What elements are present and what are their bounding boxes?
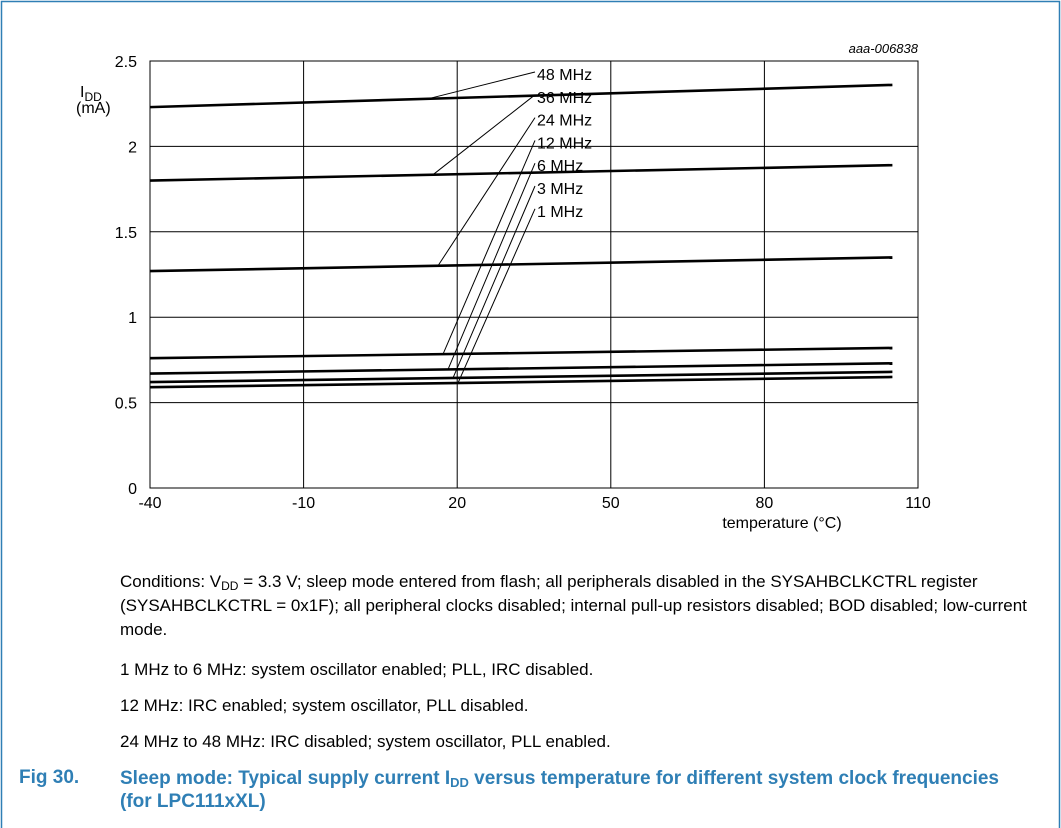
y-tick-label: 1.5 [115, 225, 137, 242]
series-line [149, 370, 893, 384]
x-tick-label: -40 [138, 495, 161, 512]
x-tick-label: 50 [602, 495, 620, 512]
leader-line [447, 163, 536, 370]
series-label: 6 MHz [537, 158, 583, 175]
leader-line [457, 208, 536, 384]
conditions-text: Conditions: VDD = 3.3 V; sleep mode ente… [120, 572, 1027, 639]
series-line [149, 362, 893, 375]
x-tick-label: 110 [905, 495, 931, 512]
leader-lines [427, 71, 536, 384]
series-line [149, 83, 893, 109]
grid [149, 60, 919, 489]
y-axis-label: IDD [80, 84, 102, 104]
x-tick-label: 20 [448, 495, 466, 512]
series-line [149, 346, 893, 360]
leader-line [437, 117, 536, 267]
x-tick-label: -10 [292, 495, 315, 512]
figure-code: aaa-006838 [849, 41, 919, 56]
y-tick-label: 0.5 [115, 396, 137, 413]
figure-caption: Sleep mode: Typical supply current IDD v… [120, 768, 999, 812]
leader-line [427, 71, 536, 100]
note-2: 12 MHz: IRC enabled; system oscillator, … [120, 696, 529, 715]
series-label: 12 MHz [537, 135, 592, 152]
y-axis-unit: (mA) [76, 100, 111, 117]
series-line [149, 256, 893, 273]
y-tick-label: 0 [128, 481, 137, 498]
series-label: 1 MHz [537, 204, 583, 221]
series-lines [149, 83, 893, 389]
tick-labels: -40 -10 20 50 80 110 0 0.5 1 1.5 2 2.5 [115, 54, 931, 512]
x-tick-label: 80 [756, 495, 774, 512]
figure-number: Fig 30. [19, 767, 80, 788]
x-axis-label: temperature (°C) [722, 515, 841, 532]
chart: -40 -10 20 50 80 110 0 0.5 1 1.5 2 2.5 48 MHz 36 MHz… [76, 41, 931, 532]
series-label: 48 MHz [537, 67, 592, 84]
plot-area-border [149, 60, 919, 489]
series-label: 36 MHz [537, 90, 592, 107]
series-label: 3 MHz [537, 181, 583, 198]
y-tick-label: 1 [128, 310, 137, 327]
leader-line [432, 94, 536, 176]
leader-line [442, 140, 536, 355]
y-tick-label: 2.5 [115, 54, 137, 71]
note-1: 1 MHz to 6 MHz: system oscillator enable… [120, 660, 594, 679]
y-tick-label: 2 [128, 139, 137, 156]
note-3: 24 MHz to 48 MHz: IRC disabled; system o… [120, 732, 611, 751]
series-labels: 48 MHz 36 MHz 24 MHz 12 MHz 6 MHz 3 MHz 1 MHz [537, 67, 592, 221]
series-line [149, 375, 893, 389]
leader-line [452, 185, 536, 379]
series-label: 24 MHz [537, 113, 592, 130]
